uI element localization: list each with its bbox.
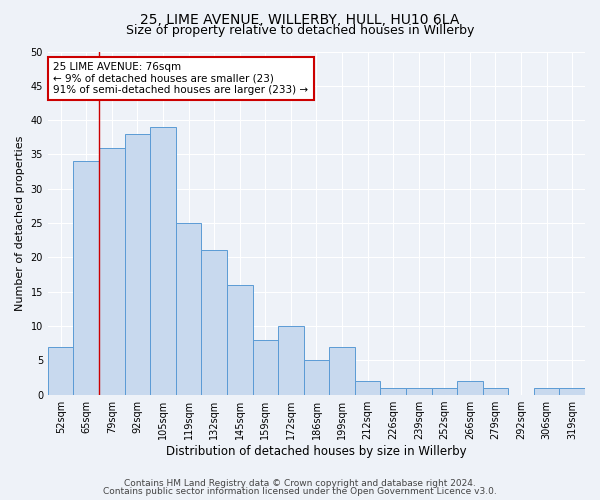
Bar [150, 127, 176, 394]
Text: Contains public sector information licensed under the Open Government Licence v3: Contains public sector information licen… [103, 487, 497, 496]
Bar [355, 381, 380, 394]
Bar [176, 223, 202, 394]
Bar [482, 388, 508, 394]
Text: 25, LIME AVENUE, WILLERBY, HULL, HU10 6LA: 25, LIME AVENUE, WILLERBY, HULL, HU10 6L… [140, 12, 460, 26]
Bar [99, 148, 125, 394]
Bar [431, 388, 457, 394]
Text: Size of property relative to detached houses in Willerby: Size of property relative to detached ho… [126, 24, 474, 37]
Bar [227, 285, 253, 395]
Bar [48, 346, 73, 395]
Bar [278, 326, 304, 394]
Bar [380, 388, 406, 394]
Text: 25 LIME AVENUE: 76sqm
← 9% of detached houses are smaller (23)
91% of semi-detac: 25 LIME AVENUE: 76sqm ← 9% of detached h… [53, 62, 308, 95]
Text: Contains HM Land Registry data © Crown copyright and database right 2024.: Contains HM Land Registry data © Crown c… [124, 478, 476, 488]
Bar [304, 360, 329, 394]
Bar [457, 381, 482, 394]
Bar [534, 388, 559, 394]
Bar [125, 134, 150, 394]
X-axis label: Distribution of detached houses by size in Willerby: Distribution of detached houses by size … [166, 444, 467, 458]
Bar [202, 250, 227, 394]
Bar [253, 340, 278, 394]
Bar [73, 162, 99, 394]
Bar [329, 346, 355, 395]
Y-axis label: Number of detached properties: Number of detached properties [15, 136, 25, 310]
Bar [406, 388, 431, 394]
Bar [559, 388, 585, 394]
